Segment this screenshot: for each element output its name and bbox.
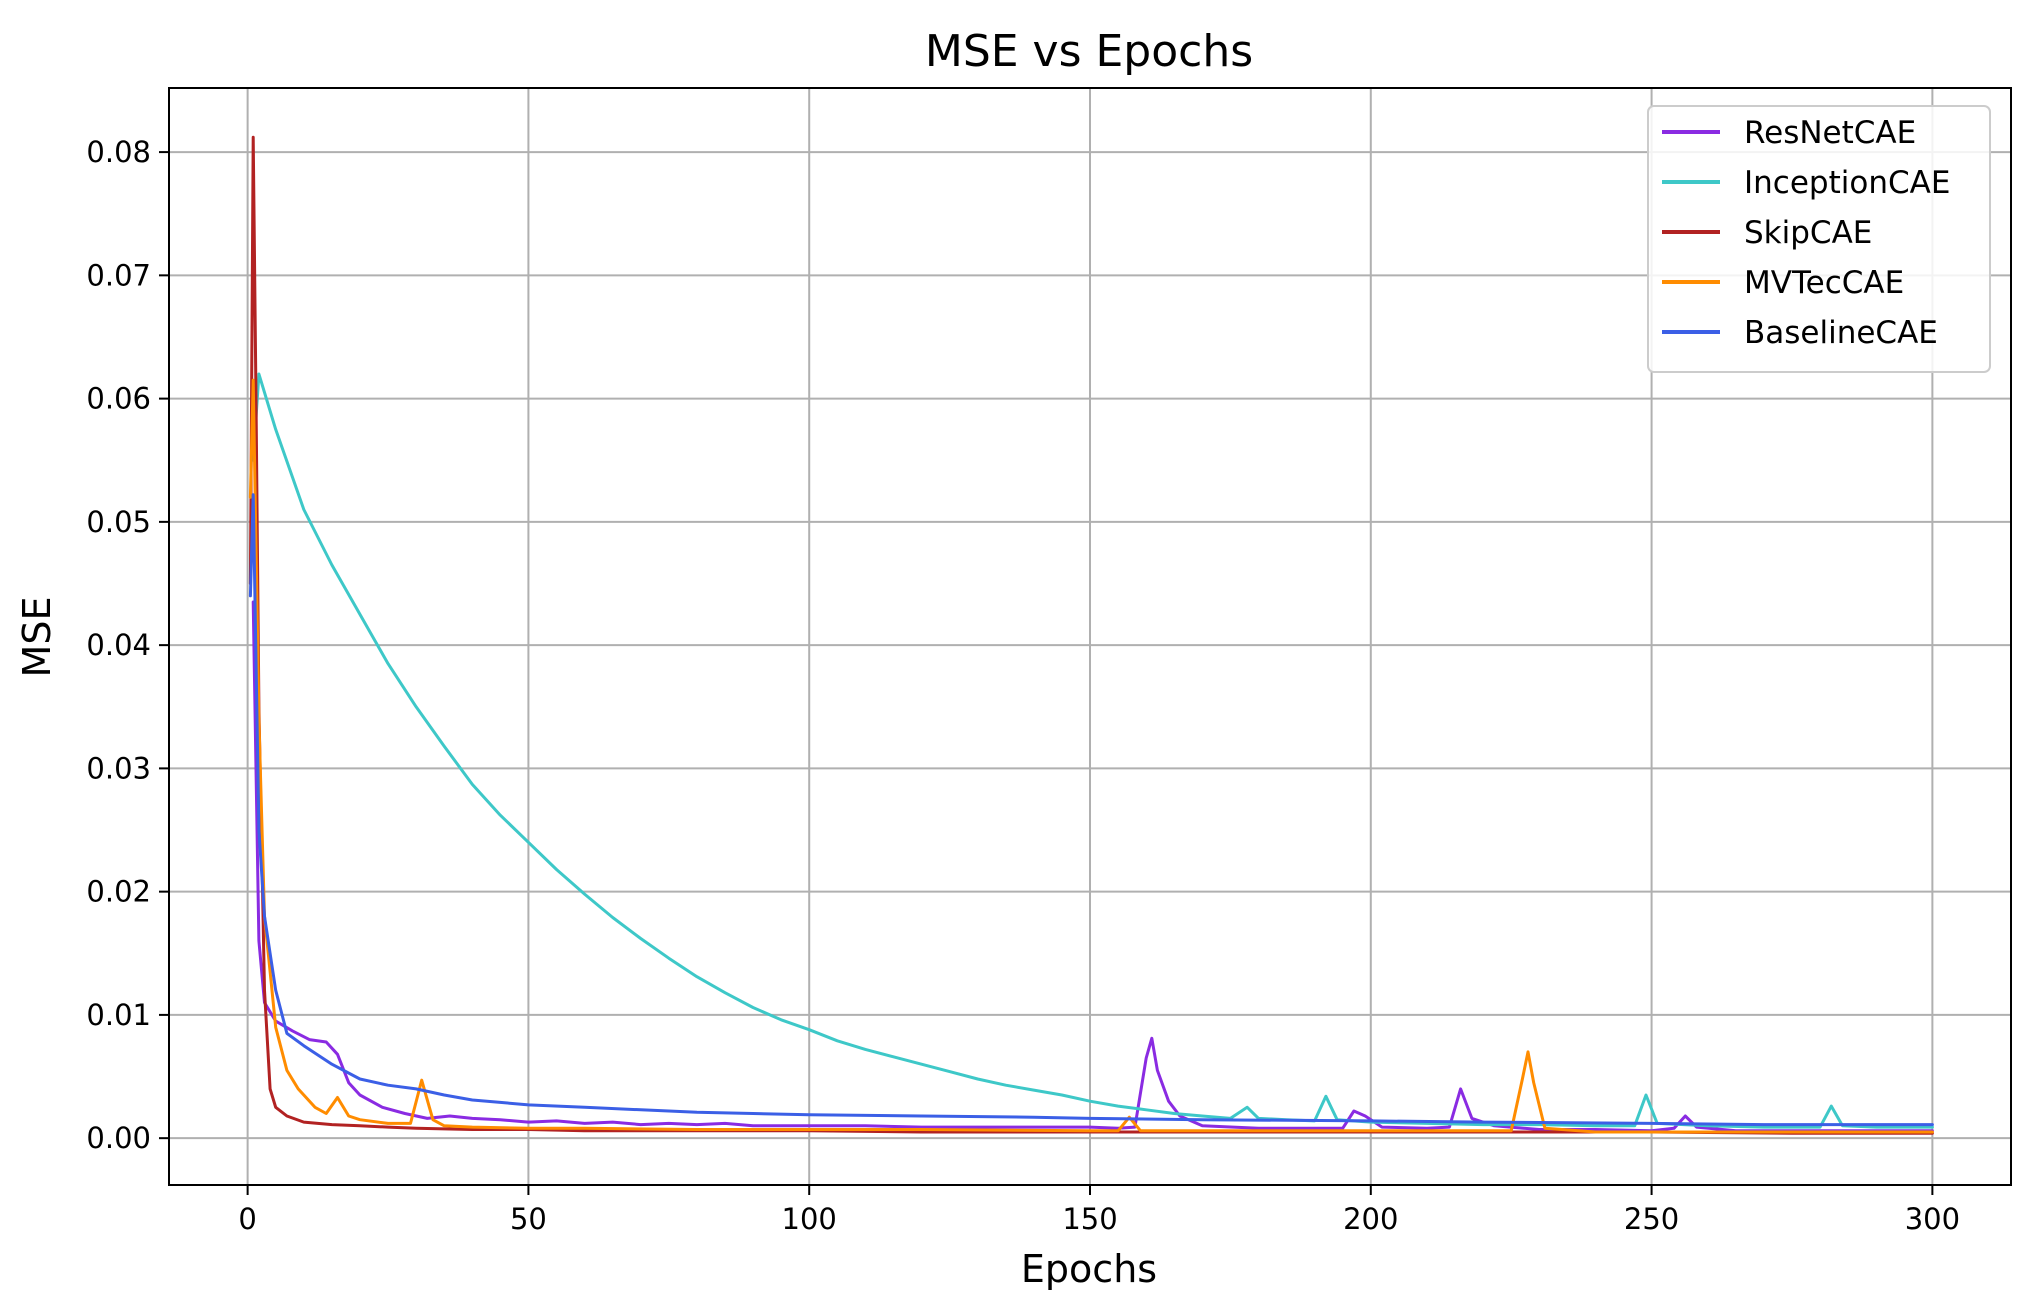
series-line-baselinecae [248,493,1934,1127]
y-tick-label: 0.03 [86,751,151,785]
x-tick-label: 100 [782,1202,837,1236]
y-tick-label: 0.00 [86,1121,151,1155]
y-tick-label: 0.05 [86,505,151,539]
legend-box [1647,105,1991,373]
series-group [248,135,1934,1135]
legend-label: SkipCAE [1744,215,1872,251]
y-tick-label: 0.06 [86,382,151,416]
series-line-resnetcae [251,600,1934,1133]
y-tick-label: 0.07 [86,258,151,292]
y-tick-label: 0.08 [86,135,151,169]
legend-label: BaselineCAE [1744,315,1938,351]
x-tick-label: 150 [1062,1202,1117,1236]
legend-label: MVTecCAE [1744,265,1904,301]
x-tick-label: 300 [1905,1202,1960,1236]
ticks: 0 50 100 150 200 250 300 0.00 0.01 0.02 0.03 0.04 0.… [86,135,1960,1236]
x-tick-label: 250 [1624,1202,1679,1236]
y-tick-label: 0.01 [86,998,151,1032]
y-axis-label: MSE [15,597,59,678]
legend-label: ResNetCAE [1744,115,1916,151]
x-axis-label: Epochs [1021,1247,1157,1291]
legend: ResNetCAE InceptionCAE SkipCAE MVTecCAE Base… [1647,105,1991,373]
x-tick-label: 200 [1343,1202,1398,1236]
y-tick-label: 0.04 [86,628,151,662]
y-tick-label: 0.02 [86,875,151,909]
x-tick-label: 50 [510,1202,547,1236]
legend-label: InceptionCAE [1744,165,1950,201]
series-line-mvteccae [248,378,1934,1134]
series-line-inceptioncae [251,372,1934,1129]
x-tick-label: 0 [238,1202,256,1236]
chart-title: MSE vs Epochs [925,26,1253,77]
